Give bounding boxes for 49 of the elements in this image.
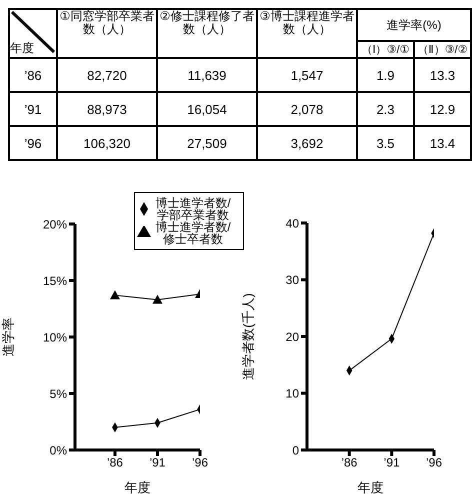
text: ②修士課程修了者数（人）	[157, 9, 257, 58]
text: 進学率(%)	[357, 9, 472, 41]
text: 1.9	[357, 58, 414, 92]
y-tick-label: 0	[292, 443, 300, 458]
point	[152, 294, 162, 304]
x-axis-title: 年度	[358, 480, 384, 494]
y-tick-label: 30	[286, 273, 300, 288]
point	[110, 290, 120, 300]
text: 2.3	[357, 92, 414, 126]
text: 13.4	[414, 126, 472, 160]
y-tick-label: 20%	[42, 217, 68, 232]
y-tick-label: 0%	[50, 443, 68, 458]
x-tick-label: ’91	[149, 456, 166, 470]
y-tick-label: 10	[286, 386, 300, 401]
legend-label: 博士進学者数/修士卒者数	[155, 220, 231, 246]
text: 3,692	[257, 126, 357, 160]
text: 3.5	[357, 126, 414, 160]
x-axis-title: 年度	[124, 480, 150, 494]
x-tick-label: ’86	[341, 456, 358, 470]
text: ’96	[9, 126, 57, 160]
text: 11,639	[157, 58, 257, 92]
text: 12.9	[414, 92, 472, 126]
text: ③博士課程進学者数（人）	[257, 9, 357, 58]
text: ①同窓学部卒業者数（人）	[57, 9, 157, 58]
text: 16,054	[157, 92, 257, 126]
x-tick-label: ’91	[384, 456, 400, 470]
y-tick-label: 10%	[42, 330, 68, 344]
y-tick-label: 5%	[50, 386, 68, 401]
text: 88,973	[57, 92, 157, 126]
text: ’91	[9, 92, 57, 126]
y-tick-label: 20	[286, 330, 300, 344]
text: 13.3	[414, 58, 472, 92]
text: ’86	[9, 58, 57, 92]
y-axis-title: 進学率	[0, 318, 16, 356]
legend-label: 博士進学者数/学部卒業者数	[155, 196, 231, 222]
text: （Ⅰ）③/①	[357, 41, 414, 58]
text: 106,320	[57, 126, 157, 160]
y-tick-label: 40	[286, 216, 300, 230]
x-tick-label: ’86	[106, 456, 124, 470]
text: （Ⅱ）③/②	[414, 41, 472, 58]
text: 82,720	[57, 58, 157, 92]
y-axis-title: 進学者数(千人)	[240, 293, 256, 380]
x-tick-label: ’96	[426, 456, 442, 470]
x-tick-label: ’96	[192, 456, 208, 470]
text: 年度	[10, 41, 34, 55]
y-tick-label: 15%	[42, 274, 68, 288]
text: 1,547	[257, 58, 357, 92]
text: 27,509	[157, 126, 257, 160]
text: 2,078	[257, 92, 357, 126]
